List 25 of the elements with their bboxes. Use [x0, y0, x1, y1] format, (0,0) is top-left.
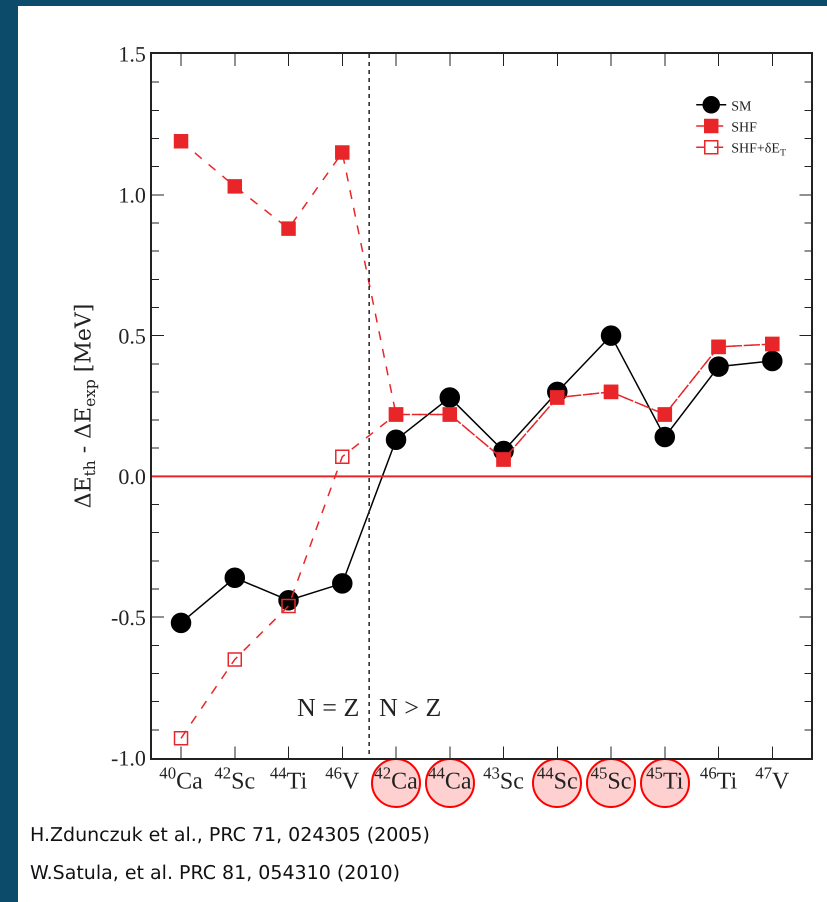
x-tick-label: $^{44}$Sc	[536, 763, 578, 795]
y-tick-label: -0.5	[111, 604, 146, 630]
text: H.Zdunczuk et al., PRC 71, 024305 (2005)	[30, 824, 430, 846]
y-tick-label: 1.5	[118, 42, 146, 67]
y-tick-label: 1.0	[118, 182, 146, 208]
x-tick-label: $^{42}$Ca	[374, 763, 418, 795]
x-tick-label: $^{40}$Ca	[159, 763, 204, 795]
x-tick-label: $^{42}$Sc	[214, 763, 256, 795]
x-tick-label: $^{46}$V	[325, 763, 360, 795]
legend-label: SHF+δE$_{T}$	[731, 142, 786, 159]
x-tick-label: $^{43}$Sc	[483, 763, 524, 795]
y-tick-label: -1.0	[111, 746, 146, 771]
annotation: N > Z	[379, 693, 442, 722]
y-tick-label: 0.5	[118, 323, 146, 348]
x-tick-label: $^{44}$Ti	[270, 763, 308, 795]
x-tick-label: $^{47}$V	[755, 763, 790, 795]
x-tick-label: $^{44}$Ca	[428, 763, 472, 795]
x-tick-label: $^{45}$Sc	[590, 763, 632, 795]
legend-label: SHF	[731, 120, 758, 136]
x-tick-label: $^{45}$Ti	[646, 763, 684, 795]
text: W.Satula, et al. PRC 81, 054310 (2010)	[30, 862, 400, 884]
annotation: N = Z	[297, 693, 360, 722]
x-tick-label: $^{46}$Ti	[700, 763, 738, 795]
y-tick-label: 0.0	[118, 464, 146, 490]
legend-label: SM	[731, 99, 752, 114]
